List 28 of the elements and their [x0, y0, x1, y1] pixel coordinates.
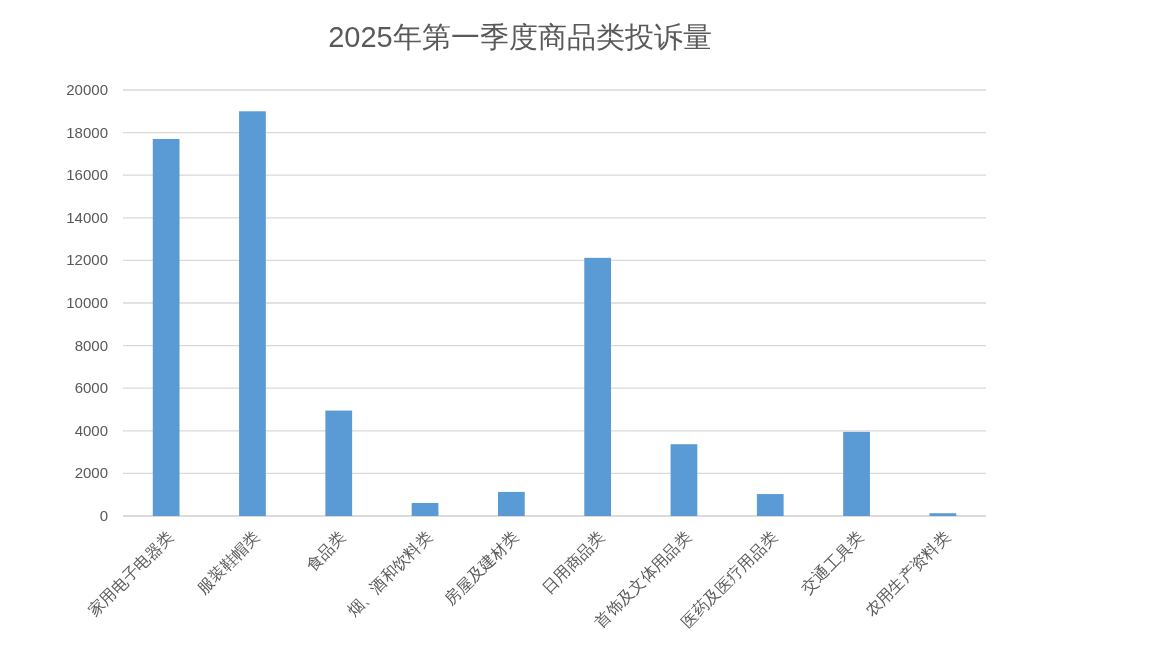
x-tick-label: 交通工具类 — [798, 528, 867, 597]
bar — [929, 513, 957, 516]
x-tick-label: 家用电子电器类 — [85, 528, 177, 620]
y-tick-label: 20000 — [66, 81, 108, 98]
y-tick-label: 18000 — [66, 123, 108, 141]
y-tick-label: 0 — [99, 507, 108, 524]
chart-title: 2025年第一季度商品类投诉量 — [328, 21, 712, 53]
bar — [325, 410, 353, 516]
y-tick-label: 4000 — [74, 421, 108, 439]
bar — [584, 257, 612, 516]
bar — [670, 444, 698, 516]
x-tick-label: 日用商品类 — [539, 528, 608, 597]
x-tick-label: 食品类 — [302, 528, 349, 575]
x-tick-label: 服装鞋帽类 — [193, 528, 263, 597]
bar — [756, 494, 784, 516]
y-tick-label: 8000 — [74, 336, 108, 354]
bar — [843, 431, 870, 516]
bar — [152, 138, 180, 516]
y-tick-label: 14000 — [66, 208, 108, 226]
y-tick-label: 2000 — [74, 464, 108, 482]
y-tick-label: 6000 — [74, 379, 108, 397]
y-tick-label: 12000 — [66, 251, 108, 269]
y-tick-label: 10000 — [66, 294, 108, 311]
bar — [239, 111, 266, 516]
x-tick-label: 房屋及建材类 — [441, 528, 522, 608]
bar — [411, 503, 439, 516]
bar — [497, 491, 525, 516]
y-tick-label: 16000 — [66, 166, 108, 184]
